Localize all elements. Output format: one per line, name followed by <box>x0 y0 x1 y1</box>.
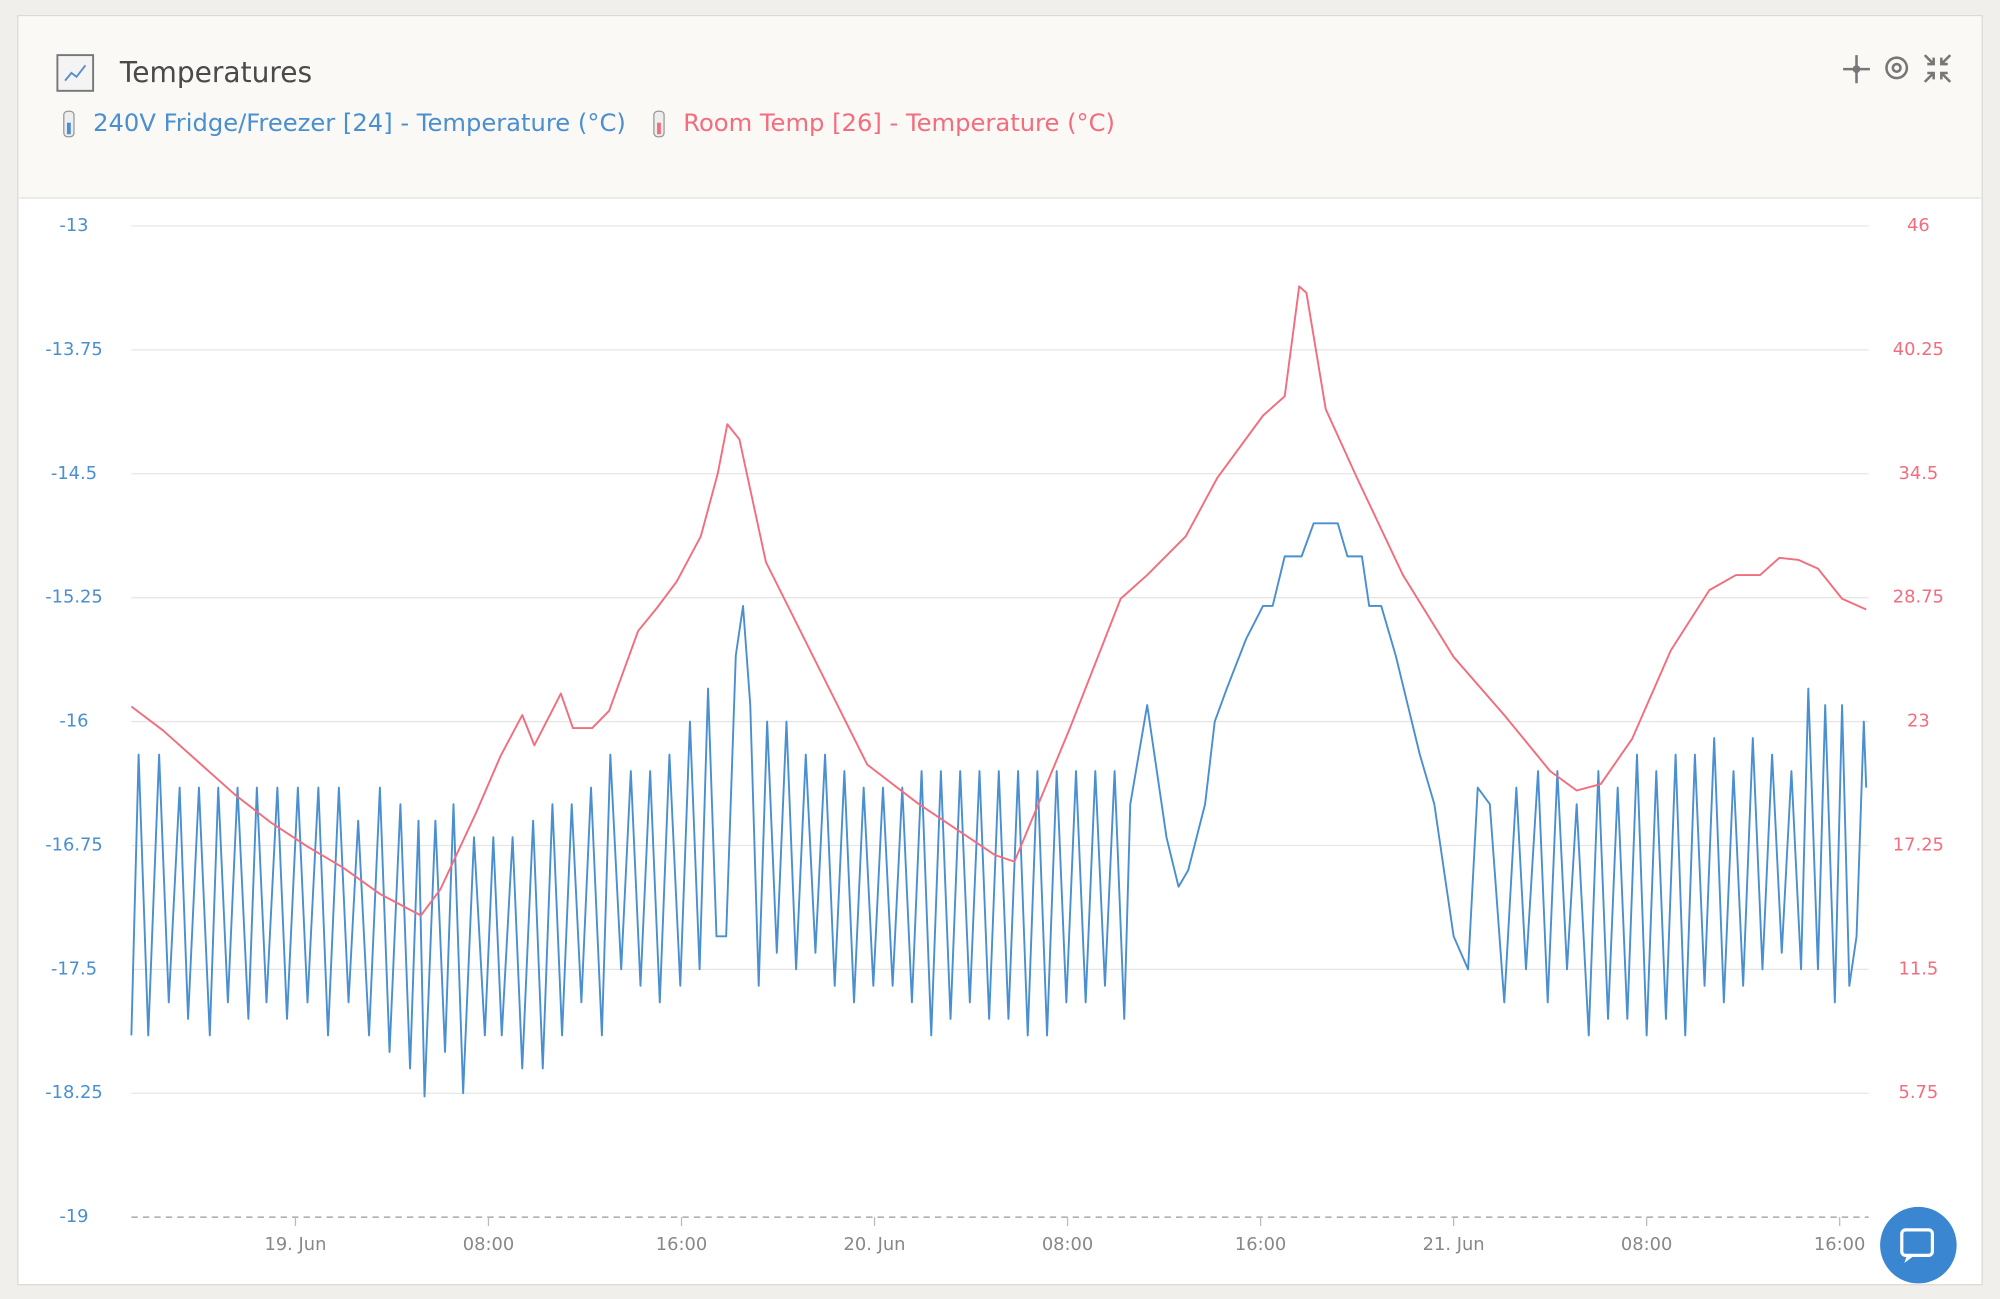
legend-item[interactable]: Room Temp [26] - Temperature (°C) <box>653 109 1115 138</box>
y2-tick-label: 17.25 <box>1893 834 1944 855</box>
chat-button[interactable] <box>1880 1206 1957 1284</box>
legend: 240V Fridge/Freezer [24] - Temperature (… <box>63 109 1115 138</box>
legend-label: 240V Fridge/Freezer [24] - Temperature (… <box>93 109 626 137</box>
x-tick-label: 20. Jun <box>844 1234 906 1255</box>
y2-tick-label: 23 <box>1907 711 1930 732</box>
y-tick-label: -17.5 <box>51 958 97 979</box>
y-tick-label: -18.25 <box>45 1082 103 1103</box>
series-line <box>130 522 1868 1098</box>
y2-tick-label: 5.75 <box>1899 1082 1939 1103</box>
legend-label: Room Temp [26] - Temperature (°C) <box>683 109 1115 137</box>
legend-icon-fill <box>657 122 661 135</box>
x-tick-label: 21. Jun <box>1423 1234 1485 1255</box>
panel-header <box>19 16 1981 198</box>
chart-icon <box>56 54 95 92</box>
x-tick-label: 08:00 <box>1621 1234 1672 1255</box>
plot-area: -13 -13.75 -14.5 -15.25 -16 -16.75 -17.5 -18.25… <box>45 215 1944 1255</box>
x-tick-label: 16:00 <box>656 1234 707 1255</box>
series-line <box>130 285 1867 917</box>
y2-tick-label: 28.75 <box>1893 587 1944 608</box>
y-tick-label: -16.75 <box>45 834 103 855</box>
y-tick-label: -13 <box>59 215 88 236</box>
x-tick-label: 08:00 <box>463 1234 514 1255</box>
y-tick-label: -15.25 <box>45 587 103 608</box>
legend-icon-fill <box>66 122 71 135</box>
header-actions <box>1843 54 1952 84</box>
collapse-icon[interactable] <box>1923 54 1952 83</box>
x-tick-label: 16:00 <box>1235 1234 1286 1255</box>
x-tick-label: 16:00 <box>1814 1234 1865 1255</box>
y-tick-label: -13.75 <box>45 339 103 360</box>
settings-icon[interactable] <box>1885 56 1909 80</box>
y2-tick-label: 34.5 <box>1899 463 1939 484</box>
x-tick-label: 19. Jun <box>264 1234 326 1255</box>
x-tick-label: 08:00 <box>1042 1234 1093 1255</box>
y2-tick-label: 46 <box>1907 215 1930 236</box>
panel <box>17 14 1983 1286</box>
y-tick-label: -19 <box>59 1206 88 1227</box>
move-icon[interactable] <box>1843 55 1870 84</box>
y-tick-label: -14.5 <box>51 463 97 484</box>
chart-title: Temperatures <box>119 56 312 89</box>
y2-tick-label: 40.25 <box>1893 339 1944 360</box>
y-tick-label: -16 <box>59 711 88 732</box>
y2-tick-label: 11.5 <box>1899 958 1939 979</box>
legend-item[interactable]: 240V Fridge/Freezer [24] - Temperature (… <box>63 109 626 138</box>
